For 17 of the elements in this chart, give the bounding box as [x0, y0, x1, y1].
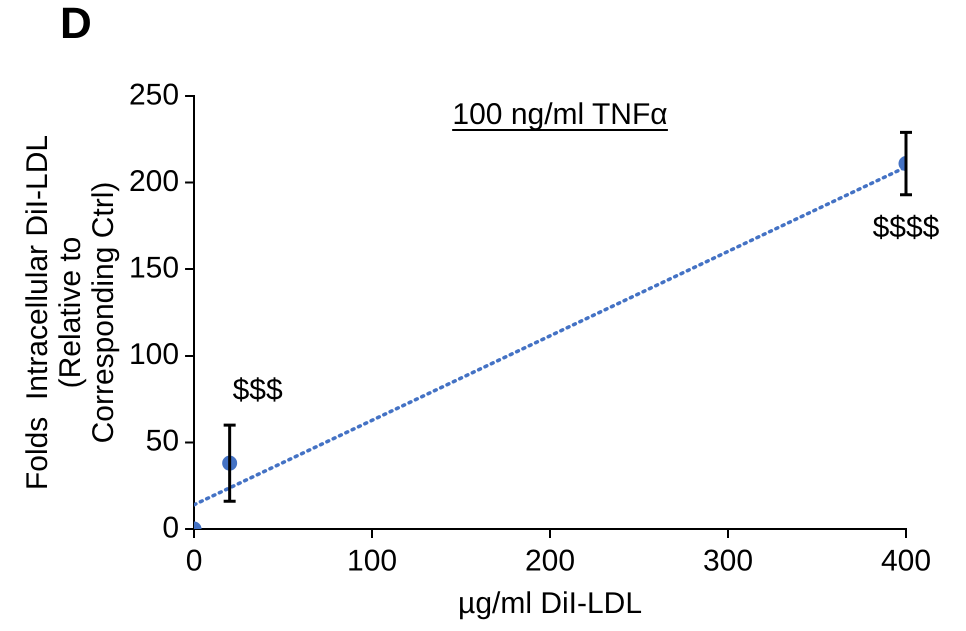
x-tick-label: 100 — [347, 544, 398, 578]
annotation: $$$$ — [872, 210, 940, 244]
y-axis-title: Folds Intracellular DiI-LDL (Relative to Corresponding Ctrl) — [20, 134, 120, 490]
y-tick-label: 0 — [162, 511, 180, 544]
chart-title: 100 ng/ml TNFα — [452, 98, 668, 131]
text: D — [60, 0, 92, 48]
x-tick-label: 400 — [880, 544, 932, 578]
y-tick-label: 50 — [146, 424, 180, 458]
y-tick-label: 250 — [128, 78, 180, 112]
annotation: $$$ — [232, 373, 283, 406]
y-tick-label: 100 — [128, 338, 180, 372]
x-tick-label: 300 — [702, 544, 754, 578]
x-tick-label: 0 — [186, 544, 202, 578]
x-axis-title: µg/ml DiI-LDL — [458, 586, 642, 620]
y-tick-label: 150 — [128, 251, 180, 284]
x-tick-label: 200 — [524, 544, 576, 578]
y-tick-label: 200 — [128, 164, 180, 198]
